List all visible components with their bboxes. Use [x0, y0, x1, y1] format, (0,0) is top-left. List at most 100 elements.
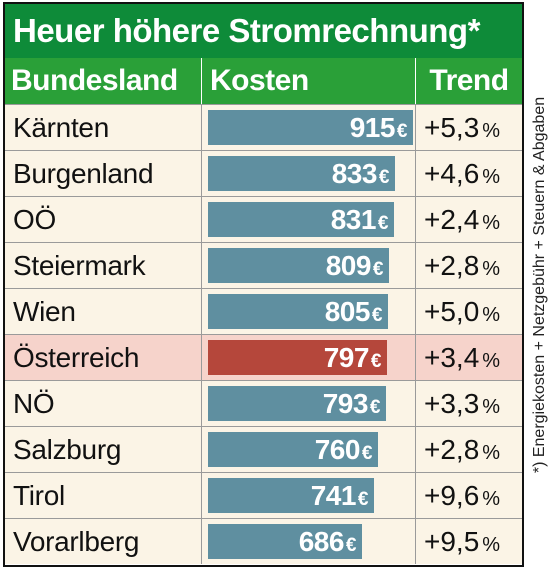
trend-cell: +3,4%	[416, 335, 522, 380]
trend-cell: +5,3%	[416, 105, 522, 150]
table-header: Bundesland Kosten Trend	[5, 58, 522, 104]
cost-value: 809	[325, 250, 372, 281]
cost-value-label: 793 €	[322, 386, 381, 421]
percent-sign: %	[482, 350, 501, 372]
state-label: Steiermark	[5, 243, 202, 288]
cost-cell: 793 €	[202, 381, 416, 426]
state-label: Österreich	[5, 335, 202, 380]
cost-bar: 793 €	[208, 386, 386, 421]
cost-value: 805	[324, 296, 371, 327]
trend-value: +3,4	[424, 342, 480, 373]
trend-value: +4,6	[424, 158, 480, 189]
table-row: Tirol 741 € +9,6%	[5, 472, 522, 518]
state-label: Salzburg	[5, 427, 202, 472]
trend-cell: +2,8%	[416, 427, 522, 472]
state-label: Kärnten	[5, 105, 202, 150]
cost-bar: 833 €	[208, 156, 395, 191]
trend-value: +9,5	[424, 526, 480, 557]
cost-bar: 797 €	[208, 340, 387, 375]
state-label: OÖ	[5, 197, 202, 242]
trend-cell: +4,6%	[416, 151, 522, 196]
cost-value: 760	[314, 434, 361, 465]
table-row: Vorarlberg 686 € +9,5%	[5, 518, 522, 564]
state-label: NÖ	[5, 381, 202, 426]
cost-cell: 686 €	[202, 519, 416, 564]
table-row: Salzburg 760 € +2,8%	[5, 426, 522, 472]
currency-symbol: €	[357, 489, 369, 510]
cost-bar: 686 €	[208, 524, 362, 559]
cost-value-label: 915 €	[349, 110, 408, 145]
state-label: Tirol	[5, 473, 202, 518]
trend-cell: +5,0%	[416, 289, 522, 334]
trend-cell: +9,6%	[416, 473, 522, 518]
percent-sign: %	[482, 166, 501, 188]
currency-symbol: €	[370, 351, 382, 372]
cost-bar: 809 €	[208, 248, 389, 283]
percent-sign: %	[482, 212, 501, 234]
percent-sign: %	[482, 442, 501, 464]
currency-symbol: €	[361, 443, 373, 464]
cost-cell: 831 €	[202, 197, 416, 242]
cost-value-label: 686 €	[299, 524, 357, 559]
cost-cell: 741 €	[202, 473, 416, 518]
currency-symbol: €	[345, 535, 357, 556]
cost-bar: 760 €	[208, 432, 378, 467]
table-row: Wien 805 € +5,0%	[5, 288, 522, 334]
trend-value: +2,8	[424, 434, 480, 465]
cost-cell: 805 €	[202, 289, 416, 334]
state-label: Wien	[5, 289, 202, 334]
table-row: Kärnten 915 € +5,3%	[5, 104, 522, 150]
cost-bar: 831 €	[208, 202, 394, 237]
percent-sign: %	[482, 534, 501, 556]
percent-sign: %	[482, 304, 501, 326]
cost-value-label: 831 €	[330, 202, 389, 237]
currency-symbol: €	[371, 305, 383, 326]
percent-sign: %	[482, 120, 501, 142]
currency-symbol: €	[369, 397, 381, 418]
state-label: Vorarlberg	[5, 519, 202, 564]
table-row: Österreich 797 € +3,4%	[5, 334, 522, 380]
percent-sign: %	[482, 488, 501, 510]
currency-symbol: €	[377, 213, 389, 234]
chart-frame: Heuer höhere Stromrechnung* Bundesland K…	[3, 2, 524, 567]
cost-value-label: 833 €	[331, 156, 390, 191]
trend-value: +5,0	[424, 296, 480, 327]
cost-cell: 833 €	[202, 151, 416, 196]
trend-value: +3,3	[424, 388, 480, 419]
cost-value: 915	[349, 112, 396, 143]
currency-symbol: €	[372, 259, 384, 280]
percent-sign: %	[482, 258, 501, 280]
header-trend: Trend	[429, 64, 509, 97]
cost-value-label: 805 €	[324, 294, 383, 329]
header-cost: Kosten	[202, 58, 416, 104]
trend-cell: +3,3%	[416, 381, 522, 426]
currency-symbol: €	[396, 121, 408, 142]
cost-cell: 809 €	[202, 243, 416, 288]
cost-value: 831	[330, 204, 377, 235]
table-row: Burgenland 833 € +4,6%	[5, 150, 522, 196]
currency-symbol: €	[378, 167, 390, 188]
trend-cell: +9,5%	[416, 519, 522, 564]
cost-value: 833	[331, 158, 378, 189]
cost-bar: 805 €	[208, 294, 388, 329]
cost-bar: 741 €	[208, 478, 374, 513]
footnote: *) Energiekosten + Netzgebühr + Steuern …	[531, 96, 548, 474]
header-state: Bundesland	[5, 58, 202, 104]
trend-cell: +2,4%	[416, 197, 522, 242]
chart-title: Heuer höhere Stromrechnung*	[5, 4, 522, 58]
cost-value: 793	[322, 388, 369, 419]
cost-cell: 797 €	[202, 335, 416, 380]
table-row: OÖ 831 € +2,4%	[5, 196, 522, 242]
table-row: Steiermark 809 € +2,8%	[5, 242, 522, 288]
trend-value: +2,8	[424, 250, 480, 281]
trend-cell: +2,8%	[416, 243, 522, 288]
cost-value: 741	[310, 480, 357, 511]
trend-value: +9,6	[424, 480, 480, 511]
cost-cell: 915 €	[202, 105, 416, 150]
cost-bar: 915 €	[208, 110, 413, 145]
trend-value: +5,3	[424, 112, 480, 143]
percent-sign: %	[482, 396, 501, 418]
trend-value: +2,4	[424, 204, 480, 235]
cost-value-label: 760 €	[314, 432, 373, 467]
cost-cell: 760 €	[202, 427, 416, 472]
